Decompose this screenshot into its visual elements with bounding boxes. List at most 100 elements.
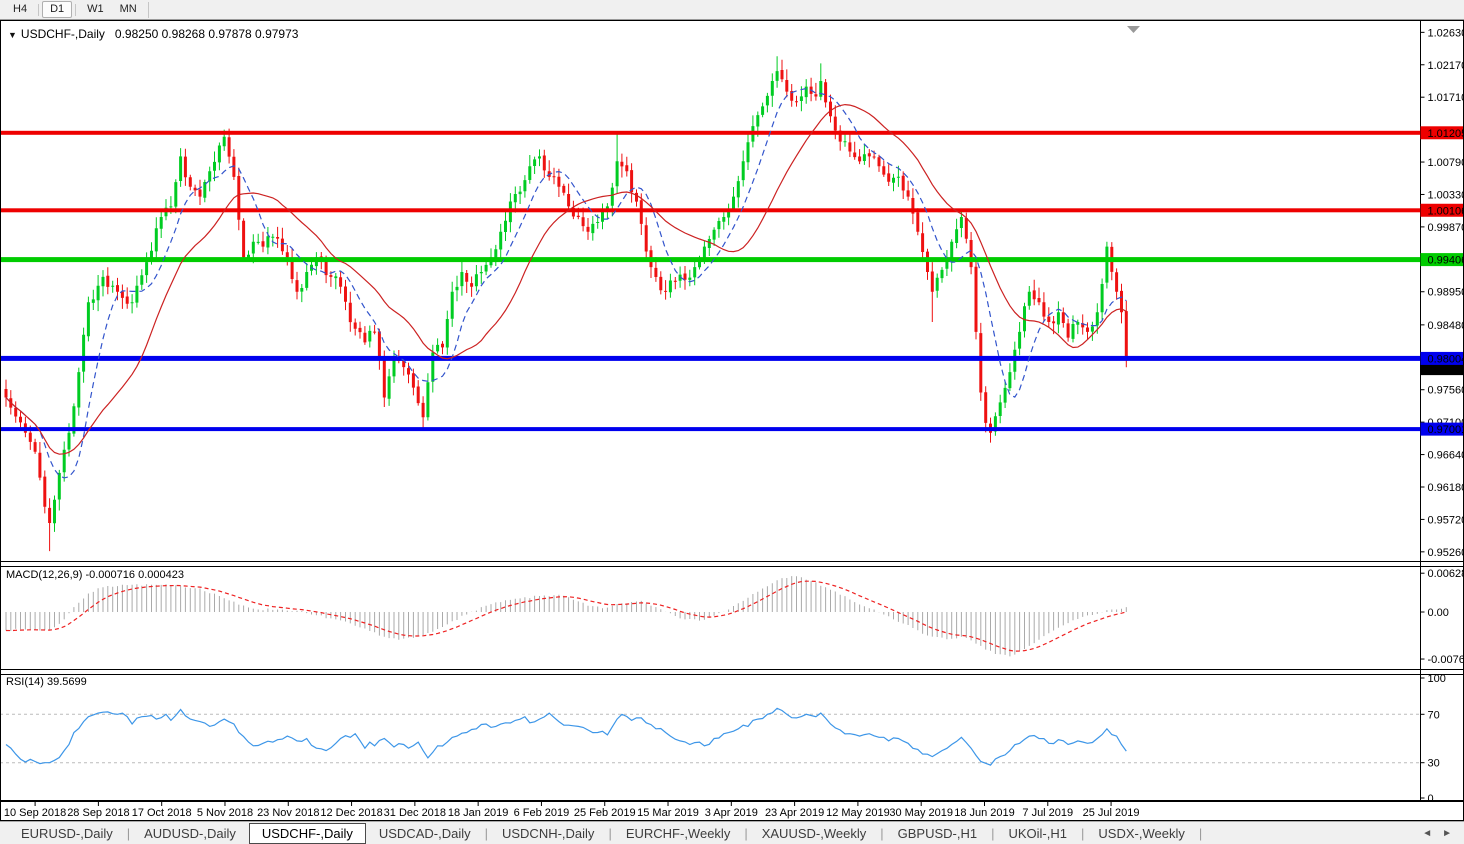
chart-window[interactable]: 1.02630 1.02170 1.01710 1.00790 1.00330 0.998…: [0, 20, 1464, 821]
chart-shift-marker-icon[interactable]: [1127, 26, 1140, 33]
timeframe-toolbar: H4 D1 W1 MN: [0, 0, 1464, 20]
date-axis-label: 25 Jul 2019: [1083, 807, 1140, 819]
date-axis-label: 31 Dec 2018: [384, 807, 446, 819]
timeframe-button-d1[interactable]: D1: [42, 1, 73, 18]
macd-axis-tick: -0.00762: [1428, 654, 1464, 666]
price-level-line[interactable]: [0, 355, 1421, 361]
price-axis-tick: 0.99870: [1428, 222, 1464, 234]
price-axis-tick: 1.01710: [1428, 92, 1464, 104]
tab-usdcad-daily[interactable]: USDCAD-,Daily: [378, 826, 471, 841]
price-level-label: 1.01205: [1420, 126, 1464, 140]
tab-scroll-right-icon[interactable]: ►: [1442, 828, 1452, 839]
date-axis[interactable]: 10 Sep 2018 28 Sep 2018 17 Oct 2018 5 Nov 2…: [0, 800, 1464, 819]
current-price-label: 0.97973: [1420, 362, 1464, 376]
tab-separator: |: [1081, 826, 1085, 841]
tab-separator: |: [991, 826, 995, 841]
tab-separator: |: [744, 826, 748, 841]
svg-text:0.97973: 0.97973: [1428, 364, 1464, 376]
rsi-axis-tick: 70: [1428, 709, 1440, 721]
tab-separator: |: [484, 826, 488, 841]
tab-eurusd-daily[interactable]: EURUSD-,Daily: [21, 826, 113, 841]
tab-usdx-weekly[interactable]: USDX-,Weekly: [1098, 826, 1185, 841]
chart-dropdown-icon[interactable]: ▼: [8, 30, 17, 40]
chart-canvas[interactable]: 1.02630 1.02170 1.01710 1.00790 1.00330 0.998…: [0, 20, 1464, 821]
price-axis-tick: 1.00790: [1428, 157, 1464, 169]
date-axis-label: 12 Dec 2018: [320, 807, 382, 819]
tab-separator: |: [126, 826, 131, 841]
timeframe-button-h4[interactable]: H4: [13, 3, 28, 15]
timeframe-button-w1[interactable]: W1: [87, 3, 104, 15]
date-axis-label: 28 Sep 2018: [67, 807, 129, 819]
toolbar-separator: [38, 3, 40, 16]
rsi-line: [5, 707, 1127, 766]
chart-ohlc-values: 0.98250 0.98268 0.97878 0.97973: [114, 27, 299, 41]
price-axis-tick: 0.98480: [1428, 320, 1464, 332]
tab-separator: |: [880, 826, 884, 841]
date-axis-label: 6 Feb 2019: [514, 807, 570, 819]
date-axis-label: 23 Nov 2018: [257, 807, 319, 819]
price-axis-tick: 1.00330: [1428, 189, 1464, 201]
date-axis-label: 25 Feb 2019: [574, 807, 636, 819]
ma-slow-line: [5, 103, 1127, 455]
chart-title: ▼ USDCHF-,Daily 0.98250 0.98268 0.97878 0.…: [8, 27, 298, 41]
candlesticks[interactable]: [4, 56, 1128, 552]
svg-text:1.01205: 1.01205: [1428, 128, 1464, 140]
macd-signal-line: [5, 580, 1127, 652]
price-axis-tick: 0.96640: [1428, 450, 1464, 462]
horizontal-level-lines[interactable]: [0, 130, 1421, 432]
date-axis-label: 10 Sep 2018: [4, 807, 66, 819]
chart-tab-bar: EURUSD-,Daily | AUDUSD-,Daily USDCHF-,Daily…: [0, 821, 1464, 844]
svg-text:1.00106: 1.00106: [1428, 205, 1464, 217]
ma-fast: [5, 87, 1127, 479]
tab-usdchf-daily[interactable]: USDCHF-,Daily: [248, 823, 366, 844]
price-axis-tick: 1.02170: [1428, 60, 1464, 72]
price-level-line[interactable]: [0, 208, 1421, 213]
price-level-line[interactable]: [0, 130, 1421, 135]
macd-histogram: [5, 576, 1127, 657]
date-axis-label: 7 Jul 2019: [1022, 807, 1073, 819]
rsi-indicator-label: RSI(14) 39.5699: [6, 676, 87, 688]
date-axis-label: 23 Apr 2019: [765, 807, 824, 819]
price-axis-tick: 0.95720: [1428, 514, 1464, 526]
price-axis-tick: 1.02630: [1428, 27, 1464, 39]
price-level-label: 0.99406: [1420, 253, 1464, 267]
rsi-axis-tick: 0: [1428, 793, 1434, 805]
price-level-line[interactable]: [0, 257, 1421, 263]
macd-axis-tick: 0.00: [1428, 607, 1449, 619]
date-axis-label: 15 Mar 2019: [637, 807, 699, 819]
tab-gbpusd-h1[interactable]: GBPUSD-,H1: [897, 826, 978, 841]
panel-separators: [0, 561, 1464, 675]
price-axis[interactable]: 1.02630 1.02170 1.01710 1.00790 1.00330 0.998…: [1420, 20, 1464, 805]
timeframe-button-mn[interactable]: MN: [119, 3, 137, 15]
tab-eurchf-weekly[interactable]: EURCHF-,Weekly: [625, 826, 731, 841]
tab-xauusd-weekly[interactable]: XAUUSD-,Weekly: [761, 826, 867, 841]
macd-panel[interactable]: [5, 576, 1127, 657]
tab-audusd-daily[interactable]: AUDUSD-,Daily: [144, 826, 236, 841]
toolbar-separator: [75, 3, 77, 16]
price-level-line[interactable]: [0, 427, 1421, 432]
price-axis-tick: 0.95260: [1428, 547, 1464, 559]
price-level-label: 0.97001: [1420, 422, 1464, 436]
date-axis-label: 18 Jan 2019: [448, 807, 509, 819]
ma-slow: [5, 103, 1127, 455]
tab-usdcnh-daily[interactable]: USDCNH-,Daily: [501, 826, 595, 841]
tab-ukoil-h1[interactable]: UKOil-,H1: [1008, 826, 1067, 841]
rsi-axis-tick: 30: [1428, 758, 1440, 770]
chart-background[interactable]: [0, 20, 1464, 821]
date-axis-label: 30 May 2019: [889, 807, 953, 819]
ma-fast-line: [5, 87, 1127, 479]
date-axis-label: 18 Jun 2019: [954, 807, 1015, 819]
toolbar-separator: [147, 1, 149, 18]
macd-axis-tick: 0.006286: [1428, 568, 1464, 580]
price-axis-tick: 0.96180: [1428, 482, 1464, 494]
tab-scroll-left-icon[interactable]: ◄: [1422, 828, 1433, 839]
price-axis-tick: 0.98950: [1428, 287, 1464, 299]
rsi-panel[interactable]: [0, 707, 1421, 766]
tab-separator: |: [608, 826, 612, 841]
date-axis-label: 5 Nov 2018: [197, 807, 253, 819]
svg-text:0.98004: 0.98004: [1428, 353, 1464, 365]
macd-indicator-label: MACD(12,26,9) -0.000716 0.000423: [6, 569, 184, 581]
svg-text:0.99406: 0.99406: [1428, 255, 1464, 267]
chart-title-symbol: USDCHF-,Daily: [20, 27, 105, 41]
rsi-axis-tick: 100: [1428, 673, 1446, 685]
